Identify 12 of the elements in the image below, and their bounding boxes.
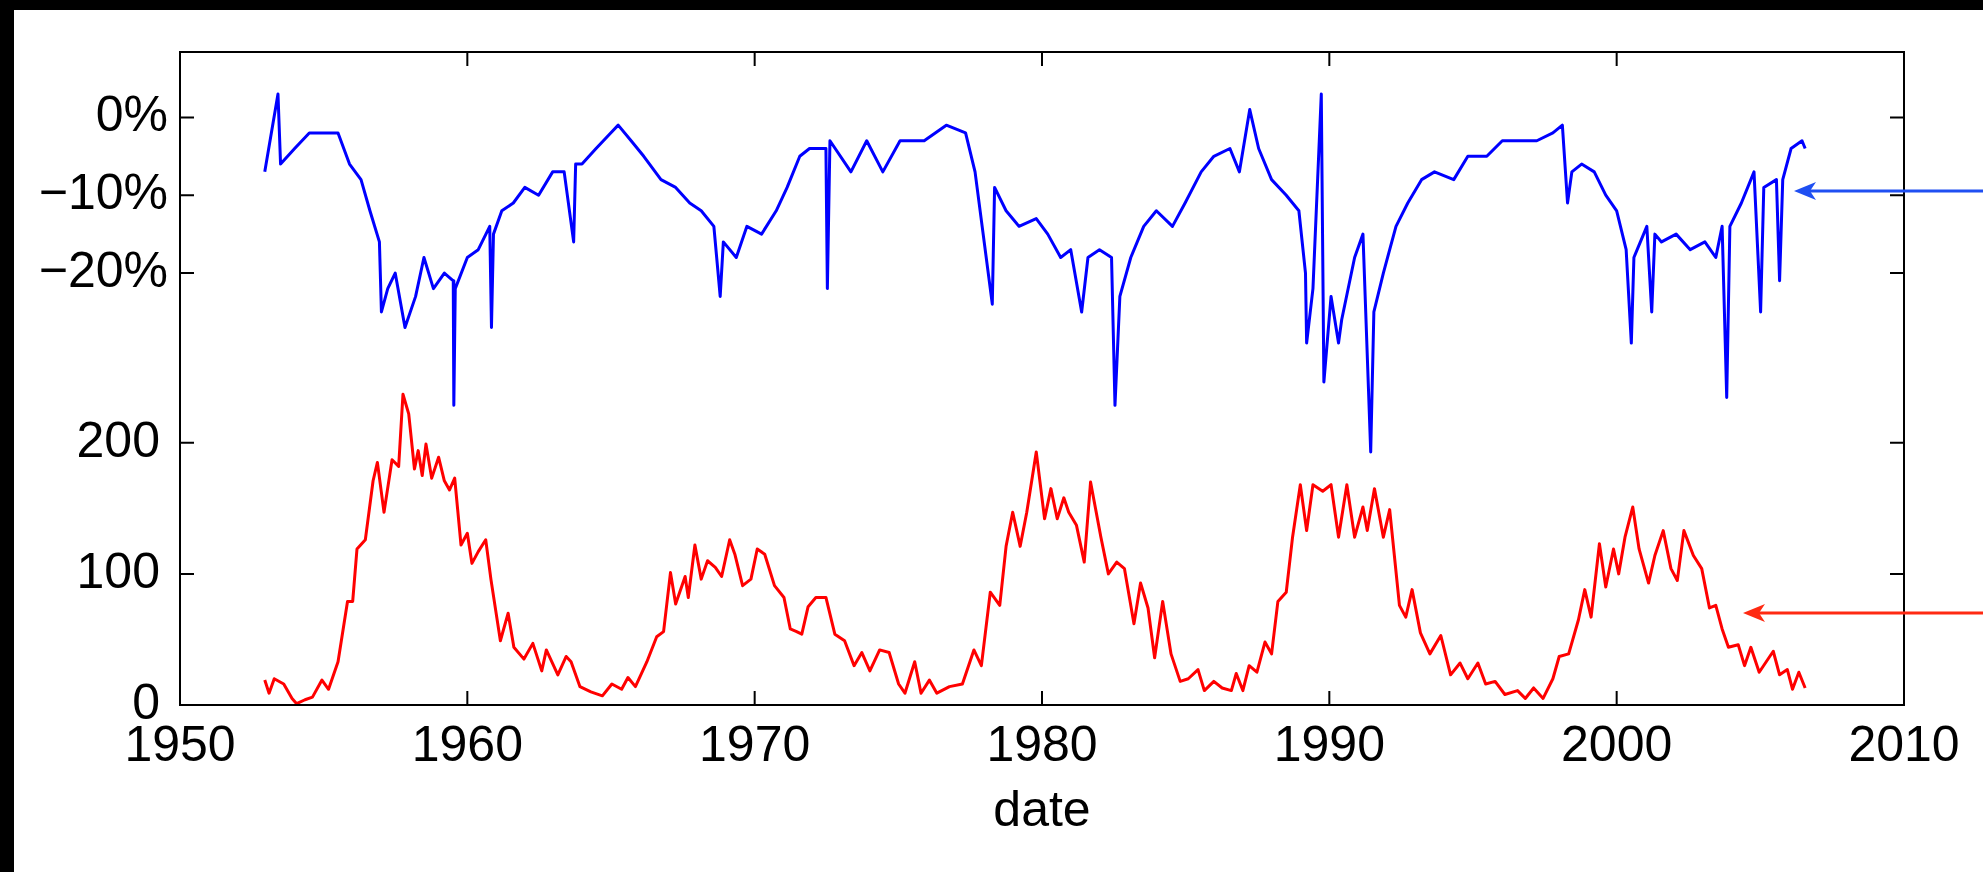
- y-tick-label: 100: [76, 542, 160, 599]
- x-tick-label: 1970: [699, 715, 811, 772]
- x-tick-label: 1980: [986, 715, 1098, 772]
- y-tick-label: 200: [76, 411, 160, 468]
- x-tick-label: 2010: [1848, 715, 1960, 772]
- y2-tick-label: −20%: [38, 241, 168, 298]
- y2-tick-label: 0%: [95, 86, 168, 143]
- x-axis-title: date: [993, 780, 1091, 837]
- y2-tick-label: −10%: [38, 163, 168, 220]
- x-tick-label: 1990: [1273, 715, 1385, 772]
- x-tick-label: 2000: [1561, 715, 1673, 772]
- x-tick-label: 1960: [411, 715, 523, 772]
